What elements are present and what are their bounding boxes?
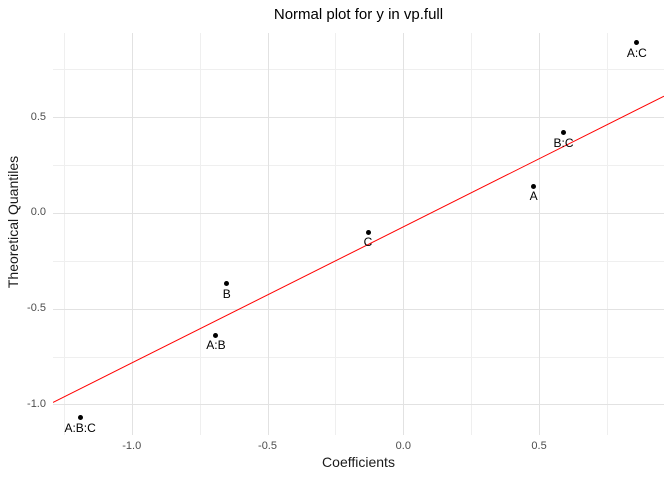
x-axis-tick-label: 0.5 xyxy=(531,440,547,452)
data-point-dot xyxy=(365,229,371,235)
y-minor-gridline xyxy=(53,69,664,71)
y-axis-tick-label: -1.0 xyxy=(27,397,46,410)
y-axis-tick-label: -0.5 xyxy=(27,302,46,315)
data-point-label: A xyxy=(529,189,538,204)
y-minor-gridline xyxy=(53,165,664,167)
data-point-dot xyxy=(531,183,537,189)
x-minor-gridline xyxy=(606,33,608,435)
x-axis-tick-label: -0.5 xyxy=(258,440,277,452)
y-major-gridline xyxy=(53,117,664,119)
data-point-label: B:C xyxy=(553,135,574,150)
reference-line-layer xyxy=(53,95,664,403)
y-minor-gridline xyxy=(53,356,664,358)
x-minor-gridline xyxy=(63,33,65,435)
y-major-gridline xyxy=(53,212,664,214)
x-major-gridline xyxy=(131,33,133,435)
plot-panel: A:B:C A:B B C A B:C A:C xyxy=(53,33,664,435)
data-point-dot xyxy=(224,281,230,287)
x-axis-tick-label: 0.0 xyxy=(395,440,411,452)
data-point-dot xyxy=(77,415,83,421)
x-major-gridline xyxy=(267,33,269,435)
y-major-gridline xyxy=(53,308,664,310)
y-axis-title: Theoretical Quantiles xyxy=(5,155,21,289)
data-point-dot xyxy=(561,130,567,136)
x-axis-tick-label: -1.0 xyxy=(122,440,142,452)
data-point-dot xyxy=(213,332,219,338)
y-minor-gridline xyxy=(53,260,664,262)
y-axis-tick-label: 0.5 xyxy=(30,110,46,123)
y-major-gridline xyxy=(53,404,664,406)
x-minor-gridline xyxy=(471,33,473,435)
x-minor-gridline xyxy=(335,33,337,435)
y-axis-tick-label: 0.0 xyxy=(30,206,46,219)
chart-title: Normal plot for y in vp.full xyxy=(273,6,444,23)
x-major-gridline xyxy=(403,33,405,435)
data-point-label: B xyxy=(222,286,231,301)
data-point-label: A:B xyxy=(206,338,226,353)
data-point-label: A:B:C xyxy=(64,420,96,435)
reference-line xyxy=(53,95,664,403)
x-axis-title: Coefficients xyxy=(322,454,395,470)
data-point-dot xyxy=(634,40,640,46)
x-major-gridline xyxy=(539,33,541,435)
x-minor-gridline xyxy=(199,33,201,435)
data-point-label: C xyxy=(363,235,373,250)
data-point-label: A:C xyxy=(626,45,647,60)
